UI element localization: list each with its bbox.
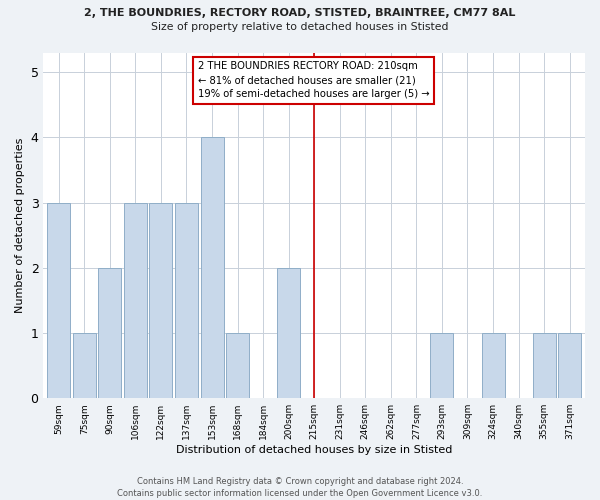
Bar	[200, 138, 224, 398]
Bar	[149, 202, 172, 398]
X-axis label: Distribution of detached houses by size in Stisted: Distribution of detached houses by size …	[176, 445, 452, 455]
Bar	[73, 333, 96, 398]
Bar	[558, 333, 581, 398]
Bar	[533, 333, 556, 398]
Bar	[226, 333, 249, 398]
Text: 2 THE BOUNDRIES RECTORY ROAD: 210sqm
← 81% of detached houses are smaller (21)
1: 2 THE BOUNDRIES RECTORY ROAD: 210sqm ← 8…	[198, 61, 430, 99]
Y-axis label: Number of detached properties: Number of detached properties	[15, 138, 25, 313]
Bar	[430, 333, 454, 398]
Bar	[277, 268, 300, 398]
Bar	[98, 268, 121, 398]
Bar	[47, 202, 70, 398]
Bar	[124, 202, 147, 398]
Text: Contains HM Land Registry data © Crown copyright and database right 2024.
Contai: Contains HM Land Registry data © Crown c…	[118, 476, 482, 498]
Bar	[482, 333, 505, 398]
Text: 2, THE BOUNDRIES, RECTORY ROAD, STISTED, BRAINTREE, CM77 8AL: 2, THE BOUNDRIES, RECTORY ROAD, STISTED,…	[85, 8, 515, 18]
Bar	[175, 202, 198, 398]
Text: Size of property relative to detached houses in Stisted: Size of property relative to detached ho…	[151, 22, 449, 32]
